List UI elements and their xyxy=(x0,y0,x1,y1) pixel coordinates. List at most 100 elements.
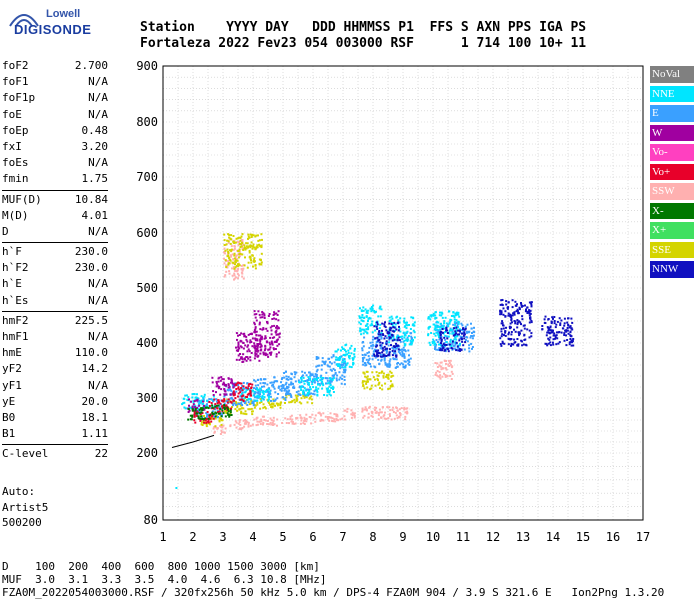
echo-point xyxy=(323,361,326,364)
echo-point xyxy=(235,237,238,240)
echo-point xyxy=(389,326,392,329)
echo-point xyxy=(399,353,402,356)
echo-point xyxy=(258,258,261,261)
echo-point xyxy=(546,331,549,334)
echo-point xyxy=(251,247,254,250)
echo-point xyxy=(222,378,225,381)
x-tick-label: 17 xyxy=(636,530,650,544)
echo-point xyxy=(514,304,517,307)
echo-point xyxy=(281,422,284,424)
echo-point xyxy=(448,329,451,332)
echo-point xyxy=(440,314,443,317)
echo-point xyxy=(368,351,370,354)
echo-point xyxy=(278,336,281,339)
echo-point xyxy=(364,324,367,327)
echo-point xyxy=(229,425,232,428)
echo-point xyxy=(254,347,257,350)
echo-point xyxy=(233,423,236,426)
echo-point xyxy=(352,363,354,366)
echo-point xyxy=(461,332,463,335)
echo-point xyxy=(455,349,458,352)
echo-point xyxy=(232,392,235,395)
echo-point xyxy=(370,322,373,325)
echo-point xyxy=(369,307,372,310)
echo-point xyxy=(273,399,276,402)
echo-point xyxy=(438,330,441,333)
echo-point xyxy=(383,359,386,362)
echo-point xyxy=(528,336,531,339)
echo-point xyxy=(313,381,316,384)
echo-point xyxy=(514,320,517,323)
echo-point xyxy=(256,339,259,342)
echo-point xyxy=(406,338,409,341)
echo-point xyxy=(247,246,249,249)
echo-point xyxy=(241,398,244,401)
echo-point xyxy=(271,342,273,345)
echo-point xyxy=(464,325,467,328)
echo-point xyxy=(232,235,235,237)
echo-point xyxy=(204,405,207,408)
echo-point xyxy=(258,262,261,265)
echo-point xyxy=(405,327,408,330)
echo-point xyxy=(344,369,347,371)
echo-point xyxy=(293,398,296,401)
echo-point xyxy=(225,411,228,414)
echo-point xyxy=(264,407,267,410)
echo-point xyxy=(308,377,310,380)
echo-point xyxy=(264,354,267,357)
echo-point xyxy=(291,418,294,421)
echo-point xyxy=(247,245,250,248)
echo-point xyxy=(570,339,573,342)
echo-point xyxy=(512,343,515,346)
echo-point xyxy=(272,347,275,350)
echo-point xyxy=(403,353,406,356)
echo-point xyxy=(550,331,553,334)
echo-point xyxy=(552,338,555,341)
echo-point xyxy=(361,381,364,384)
echo-point xyxy=(217,380,220,383)
echo-point xyxy=(240,241,243,244)
echo-point xyxy=(457,346,460,349)
echo-point xyxy=(363,317,366,319)
echo-point xyxy=(500,344,503,347)
echo-point xyxy=(228,407,231,410)
echo-point xyxy=(235,404,238,406)
echo-point xyxy=(254,327,257,330)
echo-point xyxy=(258,420,261,423)
echo-point xyxy=(202,402,205,405)
echo-point xyxy=(563,332,566,335)
echo-point xyxy=(377,352,380,354)
echo-point xyxy=(363,380,366,383)
echo-point xyxy=(436,366,439,368)
echo-point xyxy=(260,233,263,236)
echo-point xyxy=(449,363,452,366)
echo-point xyxy=(374,378,376,381)
echo-point xyxy=(438,336,440,339)
echo-point xyxy=(443,372,445,375)
echo-point xyxy=(399,413,402,415)
echo-point xyxy=(510,318,513,321)
echo-point xyxy=(321,387,324,390)
echo-point xyxy=(378,362,381,365)
echo-point xyxy=(569,338,572,340)
echo-point xyxy=(229,388,232,391)
echo-point xyxy=(445,322,448,325)
param-name: D xyxy=(2,224,9,238)
echo-point xyxy=(389,333,392,336)
echo-point xyxy=(472,330,475,333)
echo-point xyxy=(510,326,512,329)
echo-point xyxy=(339,356,341,358)
echo-point xyxy=(308,383,311,386)
echo-point xyxy=(393,338,396,341)
echo-point xyxy=(464,341,467,344)
echo-point xyxy=(452,311,455,314)
echo-point xyxy=(250,235,253,238)
echo-point xyxy=(305,417,308,420)
echo-point xyxy=(229,393,232,396)
echo-point xyxy=(436,331,439,334)
echo-point xyxy=(253,406,256,409)
echo-point xyxy=(378,372,381,375)
echo-point xyxy=(410,342,413,345)
echo-point xyxy=(300,417,303,420)
echo-point xyxy=(235,276,237,279)
